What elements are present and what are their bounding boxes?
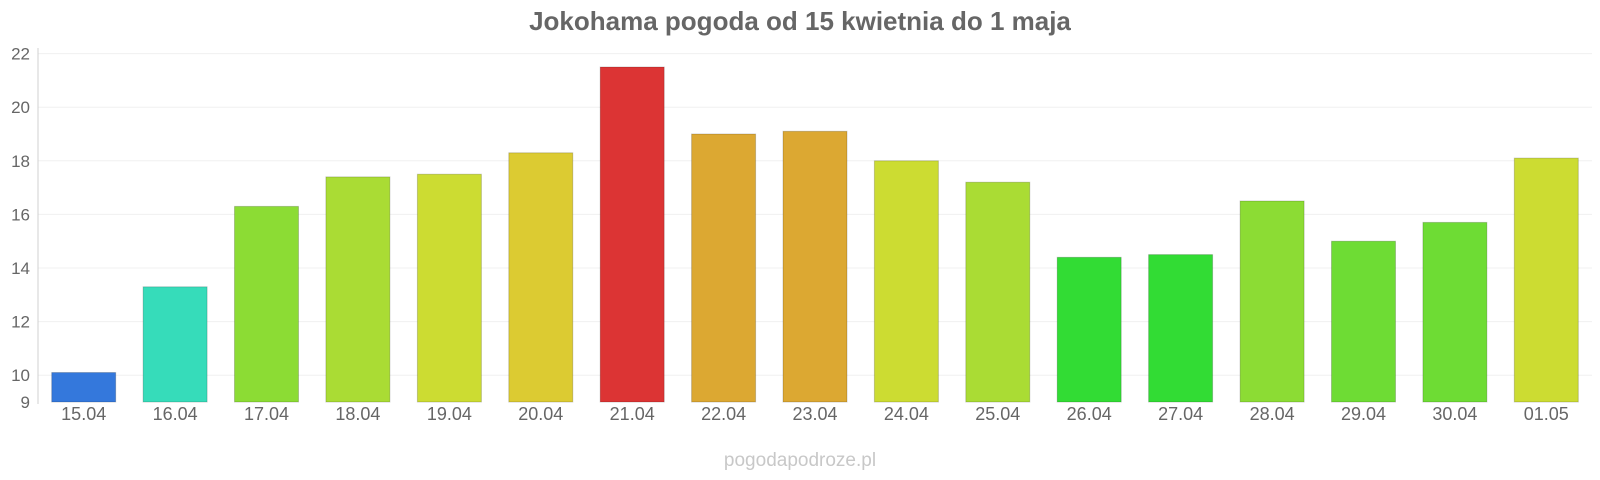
y-tick-labels: 9 10 12 14 16 18 20 22: [11, 45, 30, 412]
x-tick-label: 30.04: [1432, 404, 1477, 424]
x-tick-label: 27.04: [1158, 404, 1203, 424]
bar-29.04: [1331, 240, 1396, 403]
y-tick-label: 16: [11, 205, 30, 224]
x-tick-label: 01.05: [1524, 404, 1569, 424]
bar-22.04: [691, 133, 757, 403]
chart-title: Jokohama pogoda od 15 kwietnia do 1 maja: [529, 6, 1071, 36]
y-tick-label: 10: [11, 366, 30, 385]
bar-21.04: [599, 66, 665, 403]
bar-26.04: [1056, 256, 1122, 403]
bar-28.04: [1239, 200, 1305, 403]
x-tick-label: 20.04: [518, 404, 563, 424]
x-tick-label: 22.04: [701, 404, 746, 424]
bar-18.04: [325, 176, 391, 403]
x-tick-label: 25.04: [975, 404, 1020, 424]
bar-27.04: [1148, 254, 1214, 403]
x-tick-label: 17.04: [244, 404, 289, 424]
bar-23.04: [782, 130, 848, 403]
x-tick-label: 28.04: [1250, 404, 1295, 424]
bars: [51, 66, 1579, 403]
x-tick-label: 16.04: [153, 404, 198, 424]
x-tick-label: 19.04: [427, 404, 472, 424]
bar-30.04: [1422, 221, 1488, 403]
bar-19.04: [416, 173, 482, 403]
bar-20.04: [508, 152, 574, 403]
bar-16.04: [142, 286, 208, 403]
y-tick-label: 9: [21, 393, 30, 412]
watermark: pogodapodroze.pl: [723, 450, 877, 471]
x-tick-label: 26.04: [1067, 404, 1112, 424]
y-tick-label: 18: [11, 152, 30, 171]
x-tick-label: 24.04: [884, 404, 929, 424]
bar-01.05: [1513, 157, 1579, 403]
bar-25.04: [965, 181, 1031, 403]
y-tick-label: 14: [11, 259, 30, 278]
bar-17.04: [234, 205, 299, 403]
x-tick-label: 23.04: [792, 404, 837, 424]
x-tick-label: 18.04: [335, 404, 380, 424]
bar-24.04: [873, 160, 939, 403]
x-tick-label: 15.04: [61, 404, 106, 424]
x-tick-label: 21.04: [610, 404, 655, 424]
x-tick-labels: 15.04 16.04 17.04 18.04 19.04 20.04 21.04 22.04…: [61, 404, 1569, 424]
y-tick-label: 20: [11, 98, 30, 117]
x-tick-label: 29.04: [1341, 404, 1386, 424]
bar-15.04: [51, 372, 117, 403]
y-tick-label: 22: [11, 45, 30, 64]
y-tick-label: 12: [11, 313, 30, 332]
